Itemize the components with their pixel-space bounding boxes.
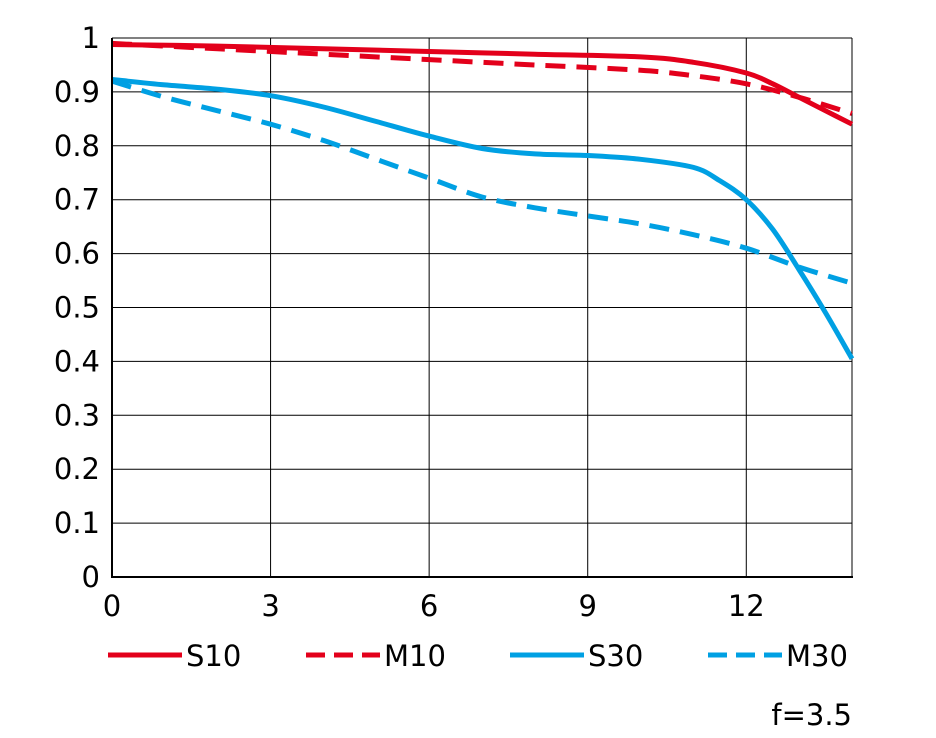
y-tick-label: 0.1 <box>54 506 100 540</box>
aperture-note: f=3.5 <box>771 698 852 732</box>
x-tick-label: 12 <box>728 589 765 623</box>
y-tick-label: 0.6 <box>54 237 100 271</box>
y-tick-label: 0.3 <box>54 398 100 432</box>
legend-label-m30: M30 <box>786 639 848 673</box>
y-tick-label: 0 <box>82 560 100 594</box>
y-tick-label: 0.4 <box>54 344 100 378</box>
legend-label-s10: S10 <box>186 639 241 673</box>
legend: S10 M10 S30 M30 <box>108 639 848 673</box>
y-tick-label: 0.7 <box>54 183 100 217</box>
series-lines <box>111 40 855 360</box>
x-tick-label: 9 <box>578 589 596 623</box>
series-line-m30 <box>111 78 853 286</box>
x-tick-label: 6 <box>420 589 438 623</box>
series-line-m10 <box>111 40 853 116</box>
y-tick-label: 0.8 <box>54 129 100 163</box>
legend-label-s30: S30 <box>588 639 643 673</box>
series-line-s30 <box>111 77 855 360</box>
x-tick-label: 3 <box>261 589 279 623</box>
y-tick-label: 0.9 <box>54 75 100 109</box>
grid <box>111 37 853 578</box>
x-tick-label: 0 <box>103 589 121 623</box>
axes <box>111 38 853 578</box>
series-line-s10 <box>111 42 854 127</box>
y-tick-label: 0.5 <box>54 291 100 325</box>
y-tick-label: 0.2 <box>54 452 100 486</box>
legend-label-m10: M10 <box>384 639 446 673</box>
tick-labels: 0 0.1 0.2 0.3 0.4 0.5 0.6 0.7 0.8 0.9 1 0 3 6 9 12 <box>54 21 765 623</box>
y-tick-label: 1 <box>82 21 100 55</box>
